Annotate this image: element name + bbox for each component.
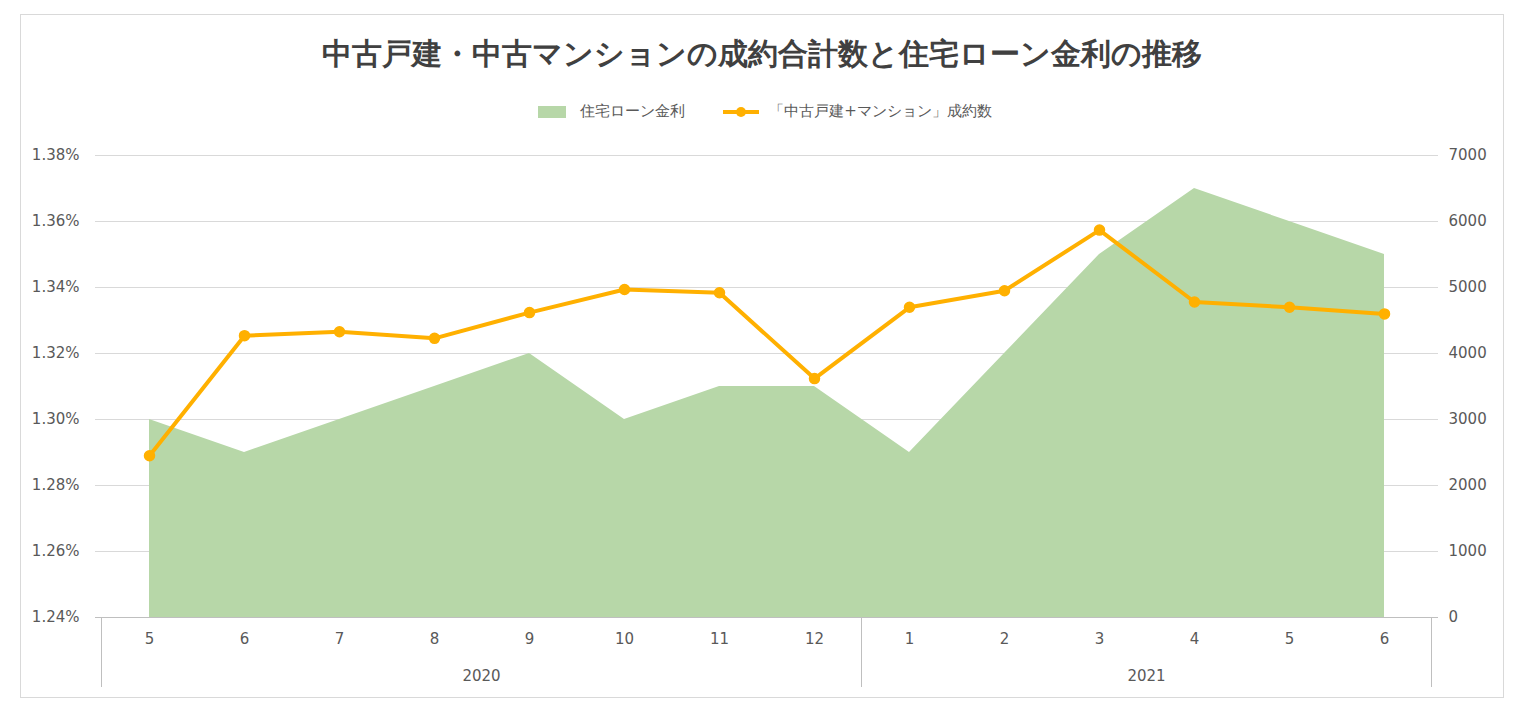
svg-text:3: 3 xyxy=(1095,630,1105,648)
svg-text:3000: 3000 xyxy=(1449,410,1487,428)
svg-text:7000: 7000 xyxy=(1449,146,1487,164)
html-text:「中古戸建+マンション」成約数: 「中古戸建+マンション」成約数 xyxy=(769,102,992,120)
html-text:住宅ローン金利: 住宅ローン金利 xyxy=(580,102,686,120)
svg-text:1.38%: 1.38% xyxy=(32,146,80,164)
svg-text:9: 9 xyxy=(525,630,535,648)
svg-text:1.26%: 1.26% xyxy=(32,542,80,560)
svg-text:4: 4 xyxy=(1190,630,1200,648)
svg-text:1.30%: 1.30% xyxy=(32,410,80,428)
svg-text:5: 5 xyxy=(145,630,155,648)
svg-text:2: 2 xyxy=(1000,630,1010,648)
svg-text:1.24%: 1.24% xyxy=(32,608,80,626)
svg-text:1.36%: 1.36% xyxy=(32,212,80,230)
svg-text:2020: 2020 xyxy=(462,667,500,685)
svg-text:8: 8 xyxy=(430,630,440,648)
svg-text:5000: 5000 xyxy=(1449,278,1487,296)
svg-text:11: 11 xyxy=(710,630,729,648)
svg-text:0: 0 xyxy=(1449,608,1459,626)
html-text:中古戸建・中古マンションの成約合計数と住宅ローン金利の推移: 中古戸建・中古マンションの成約合計数と住宅ローン金利の推移 xyxy=(322,36,1202,71)
svg-text:1.28%: 1.28% xyxy=(32,476,80,494)
svg-text:1: 1 xyxy=(905,630,915,648)
svg-text:1.34%: 1.34% xyxy=(32,278,80,296)
svg-text:5: 5 xyxy=(1285,630,1295,648)
svg-text:6: 6 xyxy=(1380,630,1390,648)
svg-text:2000: 2000 xyxy=(1449,476,1487,494)
svg-text:6: 6 xyxy=(240,630,250,648)
svg-text:10: 10 xyxy=(615,630,634,648)
svg-text:2021: 2021 xyxy=(1127,667,1165,685)
svg-text:7: 7 xyxy=(335,630,345,648)
svg-text:1000: 1000 xyxy=(1449,542,1487,560)
svg-text:1.32%: 1.32% xyxy=(32,344,80,362)
svg-text:4000: 4000 xyxy=(1449,344,1487,362)
svg-text:12: 12 xyxy=(805,630,824,648)
svg-text:6000: 6000 xyxy=(1449,212,1487,230)
